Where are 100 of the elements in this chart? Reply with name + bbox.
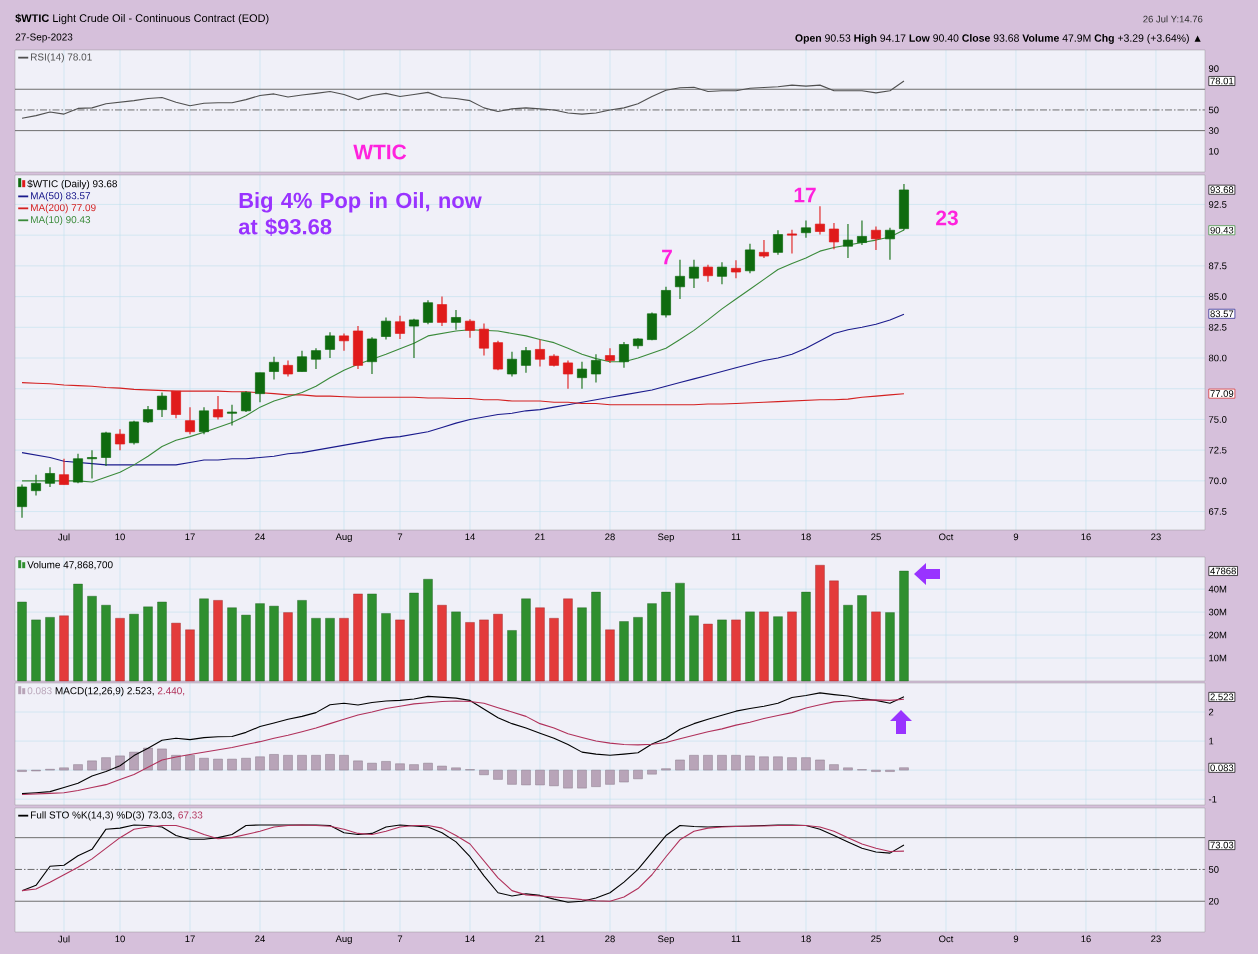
bar xyxy=(185,629,195,682)
bar xyxy=(465,622,475,682)
y-tick-label: 67.5 xyxy=(1208,508,1227,515)
bar xyxy=(269,605,279,682)
candlestick xyxy=(423,299,433,325)
x-tick-label: 7 xyxy=(397,533,403,541)
candlestick xyxy=(311,347,321,370)
y-tick-label: 20M xyxy=(1208,631,1227,639)
x-tick-label: 23 xyxy=(1151,935,1161,943)
bar xyxy=(185,755,195,771)
text: 2.440, xyxy=(157,687,185,696)
candlestick xyxy=(339,332,349,352)
text: 90.43 xyxy=(1210,226,1234,234)
x-tick-label: 17 xyxy=(185,533,195,541)
bar xyxy=(689,615,699,682)
x-tick-label: Sep xyxy=(658,935,675,945)
bar xyxy=(759,756,769,771)
bar xyxy=(899,570,909,682)
x-tick-label: 28 xyxy=(605,935,615,943)
x-tick-label: 16 xyxy=(1081,935,1091,943)
candlestick xyxy=(619,341,629,369)
x-tick-label: 16 xyxy=(1081,533,1091,541)
legend-label: Volume 47,868,700 xyxy=(27,560,113,570)
bar xyxy=(745,611,755,682)
y-tick-label: 30M xyxy=(1208,608,1227,616)
x-tick-label: 21 xyxy=(535,533,545,541)
candlestick xyxy=(451,309,461,331)
x-tick-label: 14 xyxy=(465,533,475,541)
x-tick-label: 18 xyxy=(801,533,811,541)
bar xyxy=(199,598,209,682)
annotation: 17 xyxy=(794,187,816,203)
bar xyxy=(59,767,69,771)
text: 0.083 xyxy=(1210,764,1234,772)
x-tick-label: 10 xyxy=(115,935,125,943)
annotation: WTIC xyxy=(353,144,407,160)
x-tick-label: 11 xyxy=(731,533,741,541)
text: 77.09 xyxy=(1210,390,1234,397)
candlestick xyxy=(269,356,279,381)
candlestick xyxy=(17,483,27,519)
candlestick xyxy=(885,227,895,261)
bar xyxy=(801,591,811,682)
bar xyxy=(367,762,377,771)
bar xyxy=(633,769,643,780)
candlestick xyxy=(521,346,531,374)
x-tick-label: 21 xyxy=(535,935,545,943)
candlestick xyxy=(563,359,573,390)
y-tick-label: 2 xyxy=(1208,708,1214,716)
x-tick-label: 18 xyxy=(801,935,811,943)
candlestick xyxy=(507,351,517,377)
text: 83.57 xyxy=(1210,310,1234,318)
bar xyxy=(269,754,279,771)
text: Open 90.53 High 94.17 Low 90.40 Close 93.68 Volume 47.9M Chg +3.29 (+3.64%) ▲ xyxy=(795,34,1201,44)
bar xyxy=(563,598,573,682)
legend-label: MA(200) 77.09 xyxy=(31,203,96,214)
x-tick-label: Sep xyxy=(658,533,675,543)
candlestick xyxy=(787,229,797,255)
bar xyxy=(647,603,657,682)
candlestick xyxy=(843,223,853,259)
bar xyxy=(675,582,685,682)
bar xyxy=(353,593,363,682)
bar xyxy=(829,764,839,771)
x-tick-label: 9 xyxy=(1013,533,1019,541)
bar xyxy=(605,629,615,682)
bar xyxy=(325,754,335,771)
y-tick-label: 10M xyxy=(1209,654,1227,662)
annotation: Big 4% Pop in Oil, now at $93.68 xyxy=(238,192,482,236)
x-tick-label: 28 xyxy=(605,533,615,541)
bar xyxy=(773,756,783,771)
bar xyxy=(157,601,167,682)
bar xyxy=(255,603,265,682)
bar xyxy=(437,605,447,682)
x-tick-label: 17 xyxy=(185,935,195,943)
candlestick xyxy=(325,331,335,359)
bar xyxy=(451,611,461,682)
bar xyxy=(773,616,783,682)
candlestick xyxy=(255,372,265,403)
bar xyxy=(787,611,797,682)
bar xyxy=(367,593,377,682)
bar xyxy=(549,618,559,682)
text: 2.523 xyxy=(1210,693,1234,701)
bar xyxy=(731,619,741,682)
bar xyxy=(213,758,223,771)
bar xyxy=(493,613,503,682)
bar xyxy=(45,617,55,682)
annotation: 7 xyxy=(662,249,672,265)
x-tick-label: 25 xyxy=(871,935,881,943)
bar xyxy=(409,592,419,682)
bar xyxy=(689,755,699,771)
candlestick xyxy=(59,458,69,486)
bar xyxy=(479,769,489,775)
bar xyxy=(297,755,307,771)
text: 78.01 xyxy=(1210,77,1234,85)
bar xyxy=(423,579,433,682)
chart-title: $WTIC Light Crude Oil - Continuous Contract (EOD) xyxy=(15,13,269,25)
x-tick-label: 10 xyxy=(115,533,125,541)
annotation: 23 xyxy=(936,210,958,226)
bar xyxy=(535,607,545,682)
legend-label: 0.083 xyxy=(27,687,52,695)
bar xyxy=(199,758,209,771)
bar xyxy=(381,613,391,682)
